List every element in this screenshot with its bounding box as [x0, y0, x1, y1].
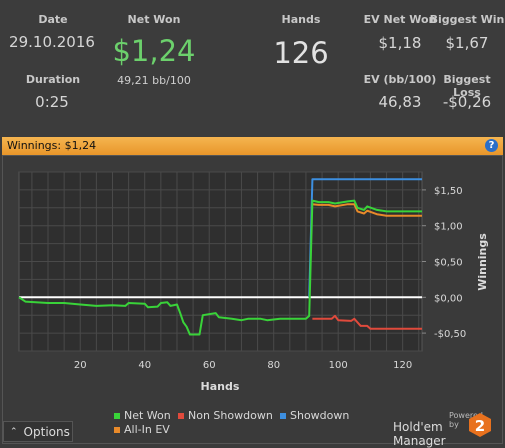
biggest-win-label: Biggest Win — [429, 13, 505, 26]
ev-net-won-value: $1,18 — [378, 34, 422, 52]
x-axis-label: Hands — [201, 380, 240, 393]
net-won-label: Net Won — [127, 13, 181, 26]
y-tick-label: -$0,50 — [434, 329, 466, 340]
y-tick-label: $0,50 — [434, 258, 463, 269]
legend-item-all-in-ev[interactable]: All-In EV — [114, 423, 170, 436]
legend-label: Non Showdown — [188, 409, 273, 422]
options-button[interactable]: ⌃ Options — [3, 421, 73, 442]
banner-title: Winnings: $1,24 — [7, 139, 97, 152]
y-tick-label: $0,00 — [434, 293, 463, 304]
chevron-up-icon: ⌃ — [10, 426, 18, 437]
winnings-chart: 20 40 60 80 100 120 $1,50 $1,00 $0,50 $0,00 -$0,5… — [18, 171, 489, 393]
legend-item-non-showdown[interactable]: Non Showdown — [178, 409, 273, 422]
x-tick-label: 100 — [329, 360, 348, 371]
duration-label: Duration — [25, 73, 81, 86]
y-tick-label: $1,00 — [434, 222, 463, 233]
winnings-banner: Winnings: $1,24 ? — [2, 137, 503, 155]
series-line-net-won — [18, 199, 422, 336]
legend-swatch — [114, 426, 120, 433]
biggest-win-value: $1,67 — [445, 34, 489, 52]
x-tick-label: 120 — [393, 360, 412, 371]
net-won-value: $1,24 — [112, 34, 196, 68]
y-tick-label: $1,50 — [434, 186, 463, 197]
net-won-bb: 49,21 bb/100 — [117, 74, 191, 87]
legend-label: Showdown — [290, 409, 350, 422]
date-value: 29.10.2016 — [9, 33, 95, 51]
ev-bb-value: 46,83 — [378, 93, 422, 111]
hands-label: Hands — [281, 13, 321, 26]
legend-swatch — [178, 412, 184, 419]
series-line-all-in-ev — [312, 203, 422, 217]
x-tick-label: 40 — [138, 360, 151, 371]
x-tick-label: 20 — [74, 360, 87, 371]
powered-by-text: Powered by — [449, 411, 484, 429]
duration-value: 0:25 — [35, 93, 69, 111]
ev-net-won-label: EV Net Won — [363, 13, 437, 26]
legend-label: All-In EV — [124, 423, 170, 436]
brand-number: 2 — [475, 417, 485, 435]
legend-item-showdown[interactable]: Showdown — [280, 409, 349, 422]
legend-swatch — [114, 412, 120, 419]
date-label: Date — [38, 13, 68, 26]
hands-value: 126 — [273, 36, 329, 70]
brand-logo: Powered by Hold'em Manager 2 — [393, 410, 493, 448]
options-label: Options — [23, 424, 70, 439]
hm2-logo-icon: 2 — [469, 413, 491, 437]
biggest-loss-label: Biggest Loss — [443, 73, 491, 99]
help-icon[interactable]: ? — [485, 139, 498, 152]
series-line-non-showdown — [312, 314, 422, 330]
legend-swatch — [280, 412, 286, 419]
biggest-loss-value: -$0,26 — [442, 93, 492, 111]
legend-label: Net Won — [124, 409, 171, 422]
y-axis-label: Winnings — [476, 233, 489, 291]
x-tick-label: 60 — [203, 360, 216, 371]
stats-panel: Date 29.10.2016 Duration 0:25 Net Won $1… — [0, 0, 505, 136]
chart-panel: 20 40 60 80 100 120 $1,50 $1,00 $0,50 $0,00 -$0,5… — [2, 155, 503, 444]
legend-item-net-won[interactable]: Net Won — [114, 409, 171, 422]
x-tick-label: 80 — [267, 360, 280, 371]
ev-bb-label: EV (bb/100) — [363, 73, 437, 86]
